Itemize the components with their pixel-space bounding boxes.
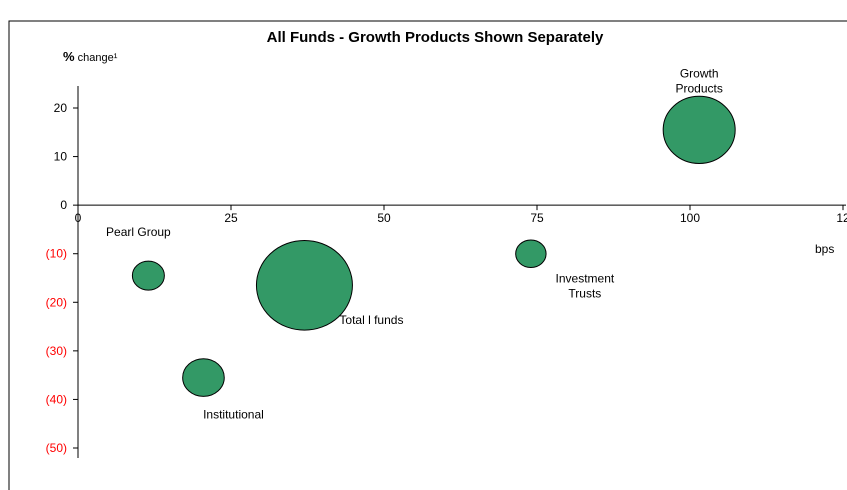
bubbles: Pearl Group Institutional Total l funds Inv…: [106, 66, 736, 421]
bubble-label-line: Institutional: [203, 407, 264, 421]
bubble-label: Pearl Group: [106, 225, 171, 239]
bubble-label-line: Products: [676, 81, 723, 95]
bubble-label: Investment Trusts: [556, 271, 615, 300]
y-tick-label: 10: [54, 150, 68, 164]
bubble-label-line: Growth: [680, 66, 719, 80]
x-tick-label: 12: [836, 211, 847, 225]
x-tick-label: 75: [530, 211, 544, 225]
bubble-label-line: Investment: [556, 271, 615, 285]
y-tick-label: 0: [60, 198, 67, 212]
y-axis-label-text: change¹: [75, 52, 118, 64]
y-tick-label: 20: [54, 101, 68, 115]
bubble-label: Institutional: [203, 407, 264, 421]
bubble-label-line: Trusts: [568, 286, 601, 300]
y-tick-label: (20): [46, 295, 67, 309]
bubble-label: Growth Products: [676, 66, 723, 95]
bubble: [131, 260, 165, 291]
bubble: [662, 95, 736, 164]
chart-title: All Funds - Growth Products Shown Separa…: [267, 29, 604, 46]
bubble-label: Total l funds: [339, 313, 403, 327]
y-tick-label: (10): [46, 247, 67, 261]
x-tick-label: 50: [377, 211, 391, 225]
y-tick-label: (30): [46, 344, 67, 358]
bubble-label-line: Total l funds: [339, 313, 403, 327]
y-tick-label: (40): [46, 392, 67, 406]
bubble: [255, 239, 353, 331]
x-tick-label: 0: [75, 211, 82, 225]
y-axis-label: % change¹: [63, 49, 118, 64]
bubble: [182, 358, 225, 397]
x-axis-label: bps: [815, 242, 834, 256]
y-tick-label: (50): [46, 441, 67, 455]
bubble: [515, 239, 547, 268]
x-tick-label: 25: [224, 211, 238, 225]
y-axis-label-percent: %: [63, 49, 75, 64]
x-tick-label: 100: [680, 211, 700, 225]
bubble-label-line: Pearl Group: [106, 225, 171, 239]
